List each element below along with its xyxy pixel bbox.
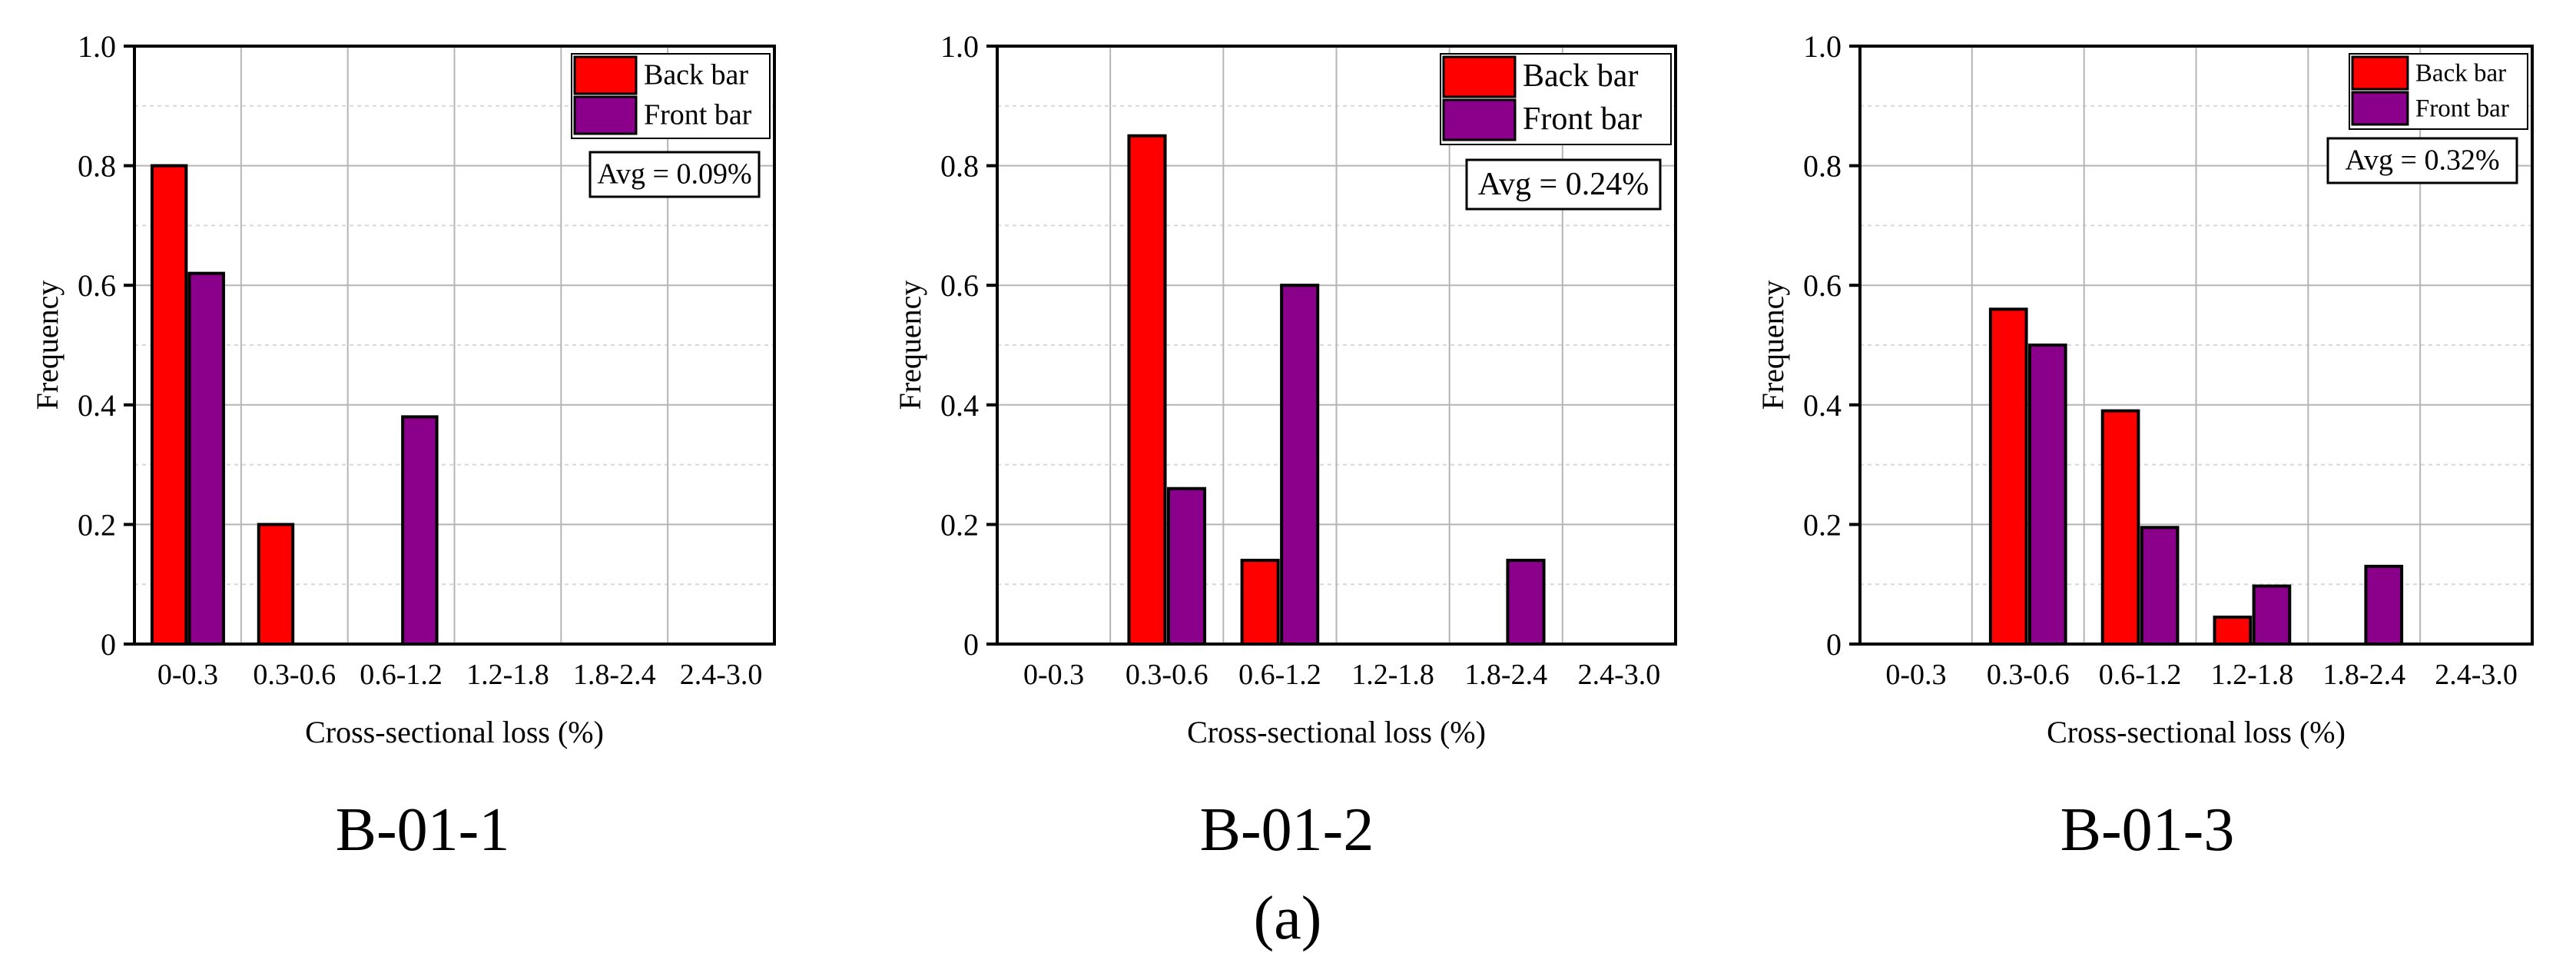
legend-label-back: Back bar (2415, 59, 2506, 87)
bar-front-0.6-1.2 (2140, 526, 2180, 646)
panel-label-b-01-2: B-01-2 (1199, 796, 1374, 864)
bar-front-0-0.3 (187, 271, 225, 646)
x-tick-label: 2.4-3.0 (2435, 659, 2518, 691)
bar-front-1.8-2.4 (2364, 564, 2404, 646)
y-tick-label: 0 (1826, 627, 1842, 662)
legend: Back bar Front bar (2349, 53, 2528, 130)
chart-panel-1: 0 0.2 0.4 0.6 0.8 1.0 0-0.3 0.3-0.6 0.6-1.2 1.2-1… (30, 29, 776, 749)
legend-swatch-back (573, 55, 638, 95)
avg-annotation-box (2326, 137, 2518, 184)
y-tick-label: 0 (101, 627, 116, 662)
x-tick-label: 0.6-1.2 (1238, 659, 1321, 691)
y-tick-label: 0.6 (940, 268, 979, 303)
y-axis-label: Frequency (1755, 281, 1790, 410)
legend-label-front: Front bar (2415, 95, 2509, 122)
y-tick-label: 0.8 (78, 149, 116, 184)
bar-back-0.3-0.6 (1988, 307, 2028, 646)
y-tick-label: 0.4 (78, 388, 116, 423)
y-tick-label: 1.0 (1803, 29, 1842, 64)
y-tick-label: 0.4 (940, 388, 979, 423)
x-axis-label: Cross-sectional loss (%) (2047, 715, 2346, 749)
bar-back-0.3-0.6 (1127, 134, 1167, 646)
x-tick-label: 1.8-2.4 (2322, 659, 2405, 691)
y-tick-label: 0.4 (1803, 388, 1842, 423)
legend-swatch-front (573, 95, 638, 135)
legend-swatch-front (2351, 91, 2409, 126)
bar-back-0.6-1.2 (2100, 409, 2140, 646)
y-tick-label: 1.0 (78, 29, 116, 64)
bar-back-0.3-0.6 (257, 523, 295, 646)
x-tick-label: 0-0.3 (157, 659, 218, 691)
x-tick-label: 0-0.3 (1023, 659, 1084, 691)
x-axis-label: Cross-sectional loss (%) (305, 715, 604, 749)
x-tick-label: 0.3-0.6 (253, 659, 336, 691)
avg-annotation-box (588, 151, 761, 198)
x-tick-label: 1.2-1.8 (1351, 659, 1434, 691)
avg-annotation: Avg = 0.24% (1478, 167, 1649, 202)
y-tick-label: 0.2 (1803, 507, 1842, 542)
x-tick-label: 1.2-1.8 (2211, 659, 2294, 691)
chart-panel-2: 0 0.2 0.4 0.6 0.8 1.0 0-0.3 0.3-0.6 0.6-1.2 1.2-1… (893, 29, 1677, 749)
x-tick-label: 1.8-2.4 (573, 659, 656, 691)
legend-label-front: Front bar (644, 98, 752, 131)
legend: Back bar Front bar (571, 53, 771, 139)
plot-frame (133, 45, 776, 646)
y-tick-label: 0.6 (78, 268, 116, 303)
x-tick-label: 0.3-0.6 (1126, 659, 1208, 691)
bar-front-0.3-0.6 (2027, 344, 2067, 646)
legend-label-back: Back bar (1523, 58, 1638, 94)
plot-frame (1858, 45, 2534, 646)
x-tick-label: 0.6-1.2 (360, 659, 443, 691)
y-tick-label: 0.8 (1803, 149, 1842, 184)
y-tick-label: 0 (963, 627, 979, 662)
avg-annotation: Avg = 0.09% (597, 158, 751, 191)
x-axis-label: Cross-sectional loss (%) (1187, 715, 1486, 749)
y-axis-label: Frequency (30, 281, 65, 410)
legend-swatch-back (1442, 55, 1517, 98)
x-tick-label: 0-0.3 (1885, 659, 1946, 691)
bar-front-1.8-2.4 (1506, 559, 1546, 646)
legend-label-back: Back bar (644, 58, 748, 91)
bar-front-0.3-0.6 (1166, 486, 1207, 646)
plot-frame (996, 45, 1677, 646)
bar-front-0.6-1.2 (401, 415, 439, 646)
panel-label-b-01-1: B-01-1 (335, 796, 510, 864)
bar-front-0.6-1.2 (1280, 284, 1320, 646)
y-axis-label: Frequency (893, 281, 927, 410)
legend: Back bar Front bar (1440, 53, 1672, 145)
chart-panel-3: 0 0.2 0.4 0.6 0.8 1.0 0-0.3 0.3-0.6 0.6-1.2 1.2-1… (1755, 29, 2534, 749)
x-tick-label: 2.4-3.0 (1578, 659, 1661, 691)
legend-swatch-front (1442, 98, 1517, 141)
y-tick-label: 1.0 (940, 29, 979, 64)
y-tick-label: 0.2 (78, 507, 116, 542)
x-tick-label: 0.6-1.2 (2099, 659, 2182, 691)
avg-annotation: Avg = 0.32% (2345, 144, 2499, 177)
x-tick-label: 1.8-2.4 (1464, 659, 1547, 691)
bar-back-1.2-1.8 (2213, 615, 2253, 646)
legend-label-front: Front bar (1523, 101, 1642, 137)
x-tick-label: 1.2-1.8 (466, 659, 549, 691)
legend-swatch-back (2351, 55, 2409, 91)
y-tick-label: 0.2 (940, 507, 979, 542)
avg-annotation-box (1465, 158, 1662, 211)
figure-label: (a) (1253, 885, 1322, 952)
bar-front-1.2-1.8 (2252, 584, 2292, 646)
x-tick-label: 0.3-0.6 (1987, 659, 2070, 691)
panel-label-b-01-3: B-01-3 (2060, 796, 2235, 864)
y-tick-label: 0.8 (940, 149, 979, 184)
x-tick-label: 2.4-3.0 (680, 659, 763, 691)
y-tick-label: 0.6 (1803, 268, 1842, 303)
bar-back-0-0.3 (150, 164, 188, 646)
bar-back-0.6-1.2 (1240, 559, 1280, 646)
